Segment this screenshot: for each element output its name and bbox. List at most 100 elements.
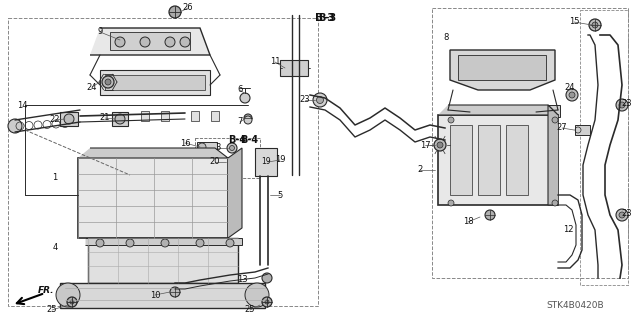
Circle shape [569,92,575,98]
Circle shape [616,209,628,221]
Circle shape [262,273,272,283]
Circle shape [619,212,625,218]
Text: 21: 21 [100,114,110,122]
Bar [478,125,500,195]
Bar [8,18,318,306]
Polygon shape [225,158,231,168]
Text: 8: 8 [444,33,449,42]
Text: 10: 10 [150,291,160,300]
Text: B-3: B-3 [318,13,336,23]
Circle shape [240,93,250,103]
Circle shape [196,239,204,247]
Circle shape [317,97,323,103]
Bar [60,283,265,308]
Text: 9: 9 [97,27,102,36]
Text: 19: 19 [261,158,271,167]
Polygon shape [85,238,242,245]
Bar [78,158,228,238]
Polygon shape [228,148,242,238]
Bar [580,10,628,285]
Text: B-3: B-3 [315,13,335,23]
Polygon shape [90,28,210,55]
Text: 23: 23 [621,209,632,218]
Circle shape [313,93,327,107]
Circle shape [244,114,252,122]
Polygon shape [450,50,555,90]
Circle shape [56,283,80,307]
Circle shape [165,37,175,47]
Bar [438,115,558,205]
Circle shape [140,37,150,47]
Circle shape [619,102,625,108]
Bar [100,70,210,95]
Text: 25: 25 [47,306,57,315]
Text: 6: 6 [237,85,243,94]
Text: 4: 4 [52,243,58,253]
Bar [255,148,277,176]
Bar [450,125,472,195]
Circle shape [485,210,495,220]
Bar [211,111,219,121]
Text: 24: 24 [87,83,97,92]
Bar [458,55,546,80]
Bar [506,125,528,195]
Bar [280,60,308,76]
Circle shape [592,22,598,28]
Bar [112,112,128,126]
Circle shape [170,287,180,297]
Circle shape [198,143,206,151]
Circle shape [552,200,558,206]
Text: 22: 22 [50,115,60,124]
Text: 25: 25 [244,306,255,315]
Circle shape [245,283,269,307]
Circle shape [161,239,169,247]
Circle shape [180,37,190,47]
Text: 27: 27 [557,123,567,132]
Text: 5: 5 [277,190,283,199]
Text: 23: 23 [621,99,632,108]
Bar [60,112,78,126]
Circle shape [262,297,272,307]
Text: 7: 7 [237,117,243,127]
Circle shape [227,143,237,153]
Bar [191,111,199,121]
Text: 13: 13 [237,276,247,285]
Circle shape [70,300,74,304]
Circle shape [224,158,232,166]
Circle shape [448,200,454,206]
Circle shape [102,76,114,88]
Circle shape [126,239,134,247]
Text: 2: 2 [417,166,422,174]
Bar [195,138,260,178]
Text: 23: 23 [300,95,310,105]
Circle shape [8,119,22,133]
Bar [432,8,628,278]
Circle shape [448,117,454,123]
Text: B-4: B-4 [240,135,258,145]
Circle shape [437,142,443,148]
Text: STK4B0420B: STK4B0420B [546,300,604,309]
Bar [141,111,149,121]
Circle shape [64,114,74,124]
Circle shape [96,239,104,247]
Circle shape [226,239,234,247]
Text: 14: 14 [17,100,28,109]
Text: 17: 17 [420,140,430,150]
Circle shape [434,139,446,151]
Bar [105,75,205,90]
Circle shape [244,116,252,124]
Text: 24: 24 [564,84,575,93]
Bar [197,142,217,152]
Text: 15: 15 [569,18,579,26]
Text: 1: 1 [52,174,58,182]
Bar [88,238,238,283]
Polygon shape [78,148,228,158]
Text: 12: 12 [563,226,573,234]
Bar [161,111,169,121]
Bar [110,32,190,50]
Text: FR.: FR. [38,286,54,295]
Circle shape [552,117,558,123]
Circle shape [616,99,628,111]
Text: 3: 3 [215,144,221,152]
Bar [448,105,560,117]
